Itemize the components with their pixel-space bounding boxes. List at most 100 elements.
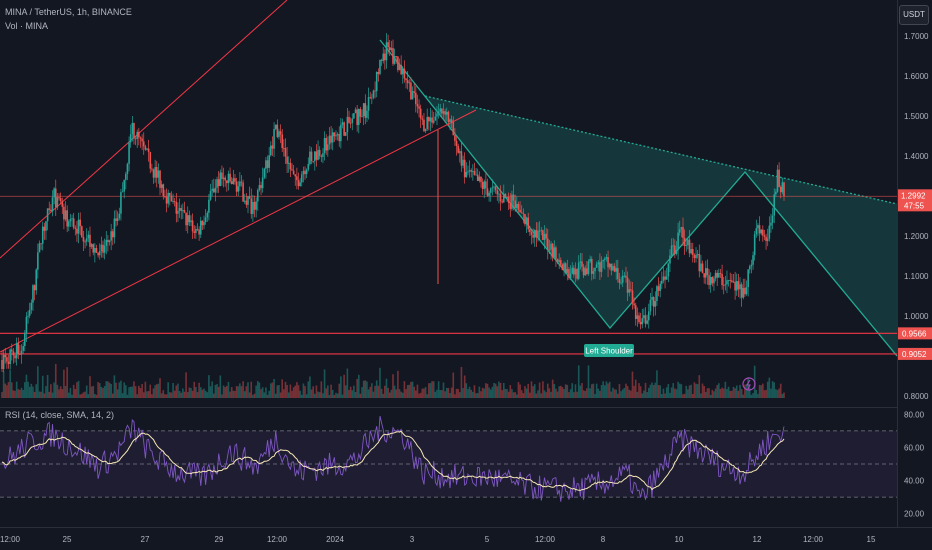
volume-bar <box>253 393 256 398</box>
volume-bar <box>768 377 771 398</box>
volume-bar <box>185 372 187 398</box>
alert-icon[interactable] <box>742 377 756 391</box>
volume-bar <box>670 387 673 398</box>
volume-bar <box>400 391 402 398</box>
candle-body <box>480 176 482 183</box>
candle-body <box>162 184 165 197</box>
candle-body <box>631 290 634 304</box>
candle-body <box>387 42 389 48</box>
candle-body <box>506 197 508 199</box>
volume-bar <box>387 387 389 398</box>
volume-bar <box>737 390 740 398</box>
left-shoulder-label: Left Shoulder <box>584 344 634 357</box>
candle-body <box>626 277 629 293</box>
rsi-legend[interactable]: RSI (14, close, SMA, 14, 2) <box>5 410 115 420</box>
candle-body <box>372 90 375 98</box>
candle-body <box>615 268 617 272</box>
volume-bar <box>296 382 298 398</box>
volume-bar <box>170 392 173 398</box>
candle-body <box>323 138 326 154</box>
candle-body <box>434 116 437 121</box>
candle-body <box>502 193 505 203</box>
volume-bar <box>711 389 714 398</box>
volume-bar <box>608 381 611 398</box>
candle-body <box>170 195 173 202</box>
candle-body <box>543 233 546 241</box>
candle-body <box>138 131 140 138</box>
candle-body <box>662 276 665 281</box>
volume-bar <box>312 386 314 398</box>
candle-body <box>245 200 248 205</box>
volume-bar <box>273 378 275 398</box>
candle-body <box>296 176 298 181</box>
candle-body <box>410 82 412 100</box>
volume-bar <box>722 388 725 398</box>
volume-bar <box>560 385 562 398</box>
volume-bar <box>744 384 746 398</box>
volume-bar <box>142 392 145 398</box>
head-and-shoulders-pattern[interactable] <box>379 39 898 357</box>
candle-body <box>768 225 771 239</box>
price-tick-6: 1.1000 <box>904 272 929 281</box>
candle-body <box>160 184 163 188</box>
candle-body <box>493 186 495 188</box>
candle-body <box>563 263 565 270</box>
volume-bar <box>79 394 81 398</box>
candle-body <box>682 227 684 238</box>
candle-body <box>522 213 525 215</box>
currency-button[interactable]: USDT <box>899 5 929 25</box>
candle-body <box>623 275 626 277</box>
candle-body <box>211 188 213 191</box>
candle-body <box>248 196 251 199</box>
price-tick-7: 1.0000 <box>904 312 929 321</box>
volume-legend[interactable]: Vol · MINA <box>5 21 49 31</box>
volume-bar <box>550 391 552 398</box>
candle-body <box>289 162 292 170</box>
candle-body <box>84 241 86 243</box>
candle-body <box>737 281 740 290</box>
volume-bar <box>151 394 153 398</box>
candle-body <box>243 200 246 202</box>
candle-body <box>701 263 704 274</box>
candle-body <box>722 285 725 286</box>
volume-bar <box>763 390 766 398</box>
volume-bar <box>595 383 598 398</box>
candle-body <box>182 210 184 211</box>
neckline[interactable] <box>424 95 898 205</box>
candle-body <box>685 245 688 246</box>
volume-bar <box>678 383 681 398</box>
volume-bar <box>237 386 240 398</box>
candle-body <box>406 80 409 84</box>
volume-bar <box>149 384 152 398</box>
time-axis[interactable]: 12:00 25 27 29 12:00 2024 3 5 12:00 8 10 12 12:00 15 <box>0 535 876 544</box>
candle-body <box>349 122 352 124</box>
volume-bar <box>61 389 64 398</box>
volume-bar <box>318 392 321 398</box>
candle-body <box>781 182 784 193</box>
pattern-outline[interactable] <box>379 39 898 357</box>
candle-body <box>155 167 158 178</box>
volume-bar <box>182 388 184 398</box>
candle-body <box>4 354 7 358</box>
symbol-title[interactable]: MINA / TetherUS, 1h, BINANCE <box>5 7 132 17</box>
candle-body <box>421 118 424 120</box>
volume-bar <box>188 387 191 398</box>
volume-bar <box>235 386 238 398</box>
candle-body <box>633 303 635 306</box>
candle-body <box>429 117 432 122</box>
volume-bar <box>579 385 582 398</box>
rsi-line <box>1 415 785 502</box>
candle-body <box>460 151 463 166</box>
volume-bar <box>476 393 479 398</box>
candle-body <box>17 343 20 355</box>
candle-body <box>634 305 637 319</box>
candle-body <box>475 174 477 176</box>
volume-bar <box>173 390 176 398</box>
candle-body <box>76 228 78 234</box>
rsi-axis[interactable]: 80.00 60.00 40.00 20.00 <box>904 410 925 518</box>
candle-body <box>149 152 152 169</box>
current-price-tag <box>898 189 932 212</box>
channel-lower-line[interactable] <box>0 109 477 353</box>
candle-body <box>548 249 551 251</box>
